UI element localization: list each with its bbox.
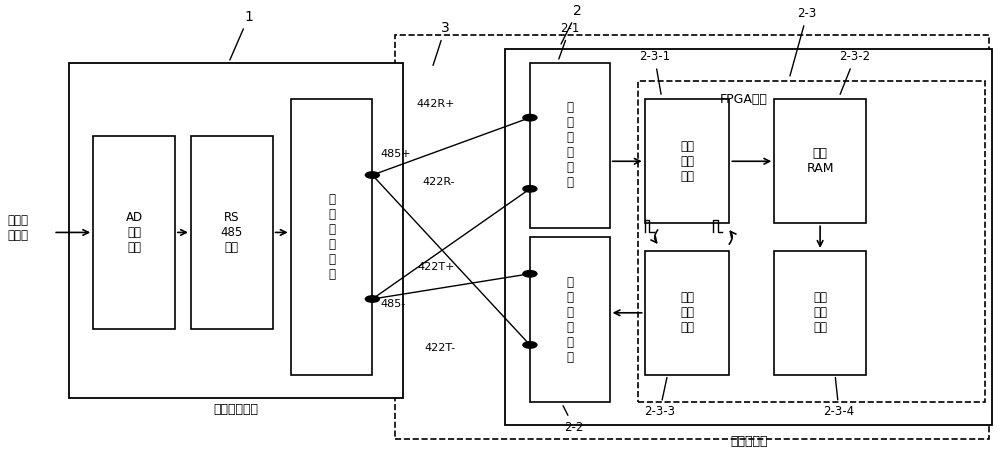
Circle shape xyxy=(523,115,537,121)
FancyBboxPatch shape xyxy=(530,63,610,228)
Text: 2-1: 2-1 xyxy=(559,22,579,59)
Text: 运算
处理
模块: 运算 处理 模块 xyxy=(813,291,827,334)
Circle shape xyxy=(523,342,537,348)
Text: 3: 3 xyxy=(433,21,450,66)
FancyBboxPatch shape xyxy=(645,251,729,375)
Text: 指令
发送
模块: 指令 发送 模块 xyxy=(680,291,694,334)
Text: 2-3: 2-3 xyxy=(790,7,817,76)
FancyBboxPatch shape xyxy=(291,99,372,375)
FancyBboxPatch shape xyxy=(645,99,729,223)
FancyBboxPatch shape xyxy=(69,63,403,398)
FancyBboxPatch shape xyxy=(638,81,985,402)
FancyBboxPatch shape xyxy=(93,136,175,329)
Text: 422T-: 422T- xyxy=(424,343,455,353)
Text: 1: 1 xyxy=(230,9,253,60)
Text: 2-3-2: 2-3-2 xyxy=(839,51,871,95)
Text: 2-3-1: 2-3-1 xyxy=(639,51,670,94)
Circle shape xyxy=(523,186,537,192)
Text: 双口
RAM: 双口 RAM xyxy=(806,147,834,176)
Text: 422T+: 422T+ xyxy=(418,262,455,272)
Text: 2: 2 xyxy=(561,4,582,44)
Text: 物
理
层
接
收
端: 物 理 层 接 收 端 xyxy=(566,101,573,189)
Text: AD
转换
模块: AD 转换 模块 xyxy=(125,211,143,254)
Text: 485+: 485+ xyxy=(380,149,411,160)
Text: 物
理
层
发
送
端: 物 理 层 发 送 端 xyxy=(566,276,573,364)
Text: 信号采集模块: 信号采集模块 xyxy=(213,403,258,416)
Circle shape xyxy=(365,296,379,302)
Text: 422R-: 422R- xyxy=(422,177,455,187)
FancyBboxPatch shape xyxy=(505,49,992,425)
FancyBboxPatch shape xyxy=(395,35,989,439)
Text: 2-3-3: 2-3-3 xyxy=(644,378,675,418)
Text: 485-: 485- xyxy=(380,299,406,308)
Text: RS
485
芯片: RS 485 芯片 xyxy=(221,211,243,254)
Text: FPGA芯片: FPGA芯片 xyxy=(719,93,767,106)
Text: 物
理
层
收
发
端: 物 理 层 收 发 端 xyxy=(328,193,335,281)
Text: 模拟信
号输入: 模拟信 号输入 xyxy=(7,214,28,242)
Text: 2-2: 2-2 xyxy=(563,406,583,433)
FancyBboxPatch shape xyxy=(191,136,273,329)
Circle shape xyxy=(365,172,379,178)
FancyBboxPatch shape xyxy=(774,99,866,223)
Text: 442R+: 442R+ xyxy=(417,99,455,109)
FancyBboxPatch shape xyxy=(530,237,610,402)
Text: 数据
接收
模块: 数据 接收 模块 xyxy=(680,140,694,183)
Text: 2-3-4: 2-3-4 xyxy=(823,378,855,418)
Text: 数据处理卡: 数据处理卡 xyxy=(731,435,768,448)
Circle shape xyxy=(523,271,537,277)
FancyBboxPatch shape xyxy=(774,251,866,375)
